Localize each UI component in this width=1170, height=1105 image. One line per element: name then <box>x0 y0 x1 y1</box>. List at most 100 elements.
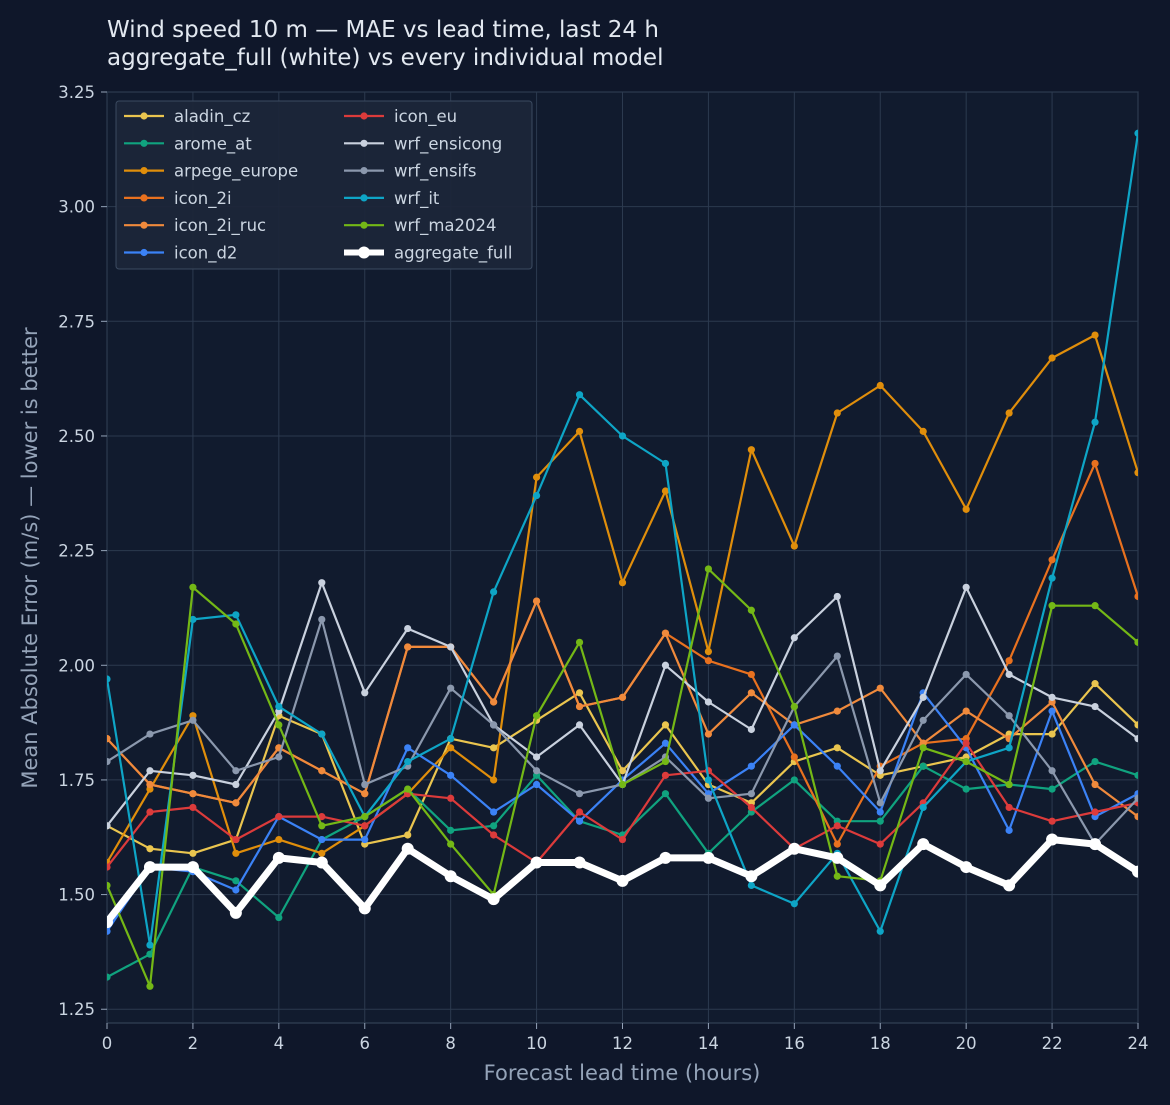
y-tick-label: 2.25 <box>58 542 95 561</box>
data-point <box>107 916 113 929</box>
data-point <box>704 730 713 738</box>
data-point <box>618 780 627 789</box>
data-point <box>661 721 670 729</box>
data-point <box>444 870 457 883</box>
data-point <box>404 744 412 752</box>
data-point <box>618 693 627 701</box>
chart-subtitle: aggregate_full (white) vs every individu… <box>107 45 664 71</box>
data-point <box>661 661 670 669</box>
data-point <box>232 780 240 789</box>
data-point <box>790 776 798 784</box>
data-point <box>1134 794 1138 802</box>
data-point <box>833 707 841 715</box>
y-tick-label: 1.50 <box>58 886 95 905</box>
y-tick-label: 3.25 <box>58 83 95 102</box>
data-point <box>618 767 627 775</box>
legend-swatch-marker <box>360 194 368 202</box>
data-point <box>490 698 498 706</box>
x-tick-label: 10 <box>526 1034 547 1053</box>
legend-swatch-marker <box>360 167 368 175</box>
x-tick-label: 18 <box>870 1034 891 1053</box>
data-point <box>361 790 369 798</box>
data-point <box>361 780 369 789</box>
data-point <box>232 886 240 894</box>
legend-swatch-marker <box>140 221 148 229</box>
data-point <box>1091 602 1099 610</box>
data-point <box>876 817 884 825</box>
legend: aladin_czarome_atarpege_europeicon_2iico… <box>115 100 533 270</box>
data-point <box>833 872 841 880</box>
y-axis-label: Mean Absolute Error (m/s) — lower is bet… <box>18 327 42 789</box>
data-point <box>404 785 412 793</box>
legend-item: arpege_europe <box>124 162 298 182</box>
series-aggregate-full <box>107 833 1138 929</box>
data-point <box>146 808 154 816</box>
data-point <box>919 762 927 770</box>
data-point <box>876 799 884 807</box>
data-point <box>747 670 755 679</box>
data-point <box>107 757 111 766</box>
legend-label: icon_d2 <box>174 244 237 264</box>
data-point <box>146 941 154 949</box>
data-point <box>1091 418 1099 426</box>
data-point <box>1132 865 1138 878</box>
data-point <box>790 721 798 729</box>
data-point <box>747 689 755 697</box>
data-point <box>876 381 884 390</box>
chart-title-block: Wind speed 10 m — MAE vs lead time, last… <box>107 16 663 72</box>
data-point <box>532 491 541 500</box>
x-tick-label: 24 <box>1128 1034 1149 1053</box>
data-point <box>747 881 755 890</box>
data-point <box>919 716 927 724</box>
data-point <box>189 803 197 812</box>
data-point <box>315 856 328 869</box>
x-tick-label: 6 <box>360 1034 371 1053</box>
data-point <box>962 583 970 591</box>
x-tick-label: 22 <box>1042 1034 1063 1053</box>
data-point <box>1048 707 1056 715</box>
data-point <box>490 822 498 830</box>
data-point <box>575 427 584 435</box>
data-point <box>229 906 242 919</box>
data-point <box>833 652 841 660</box>
data-point <box>833 762 841 770</box>
data-point <box>1003 879 1016 892</box>
x-axis-label: Forecast lead time (hours) <box>484 1061 761 1085</box>
data-point <box>532 473 541 481</box>
legend-label: wrf_ensifs <box>394 162 477 182</box>
legend-swatch-marker <box>360 221 368 229</box>
data-point <box>704 794 713 802</box>
x-tick-label: 0 <box>102 1034 113 1053</box>
data-point <box>318 615 326 624</box>
legend-swatch-marker <box>140 167 148 175</box>
data-point <box>704 657 713 665</box>
chart-title: Wind speed 10 m — MAE vs lead time, last… <box>107 17 659 43</box>
data-point <box>790 542 798 550</box>
data-point <box>447 735 455 743</box>
data-point <box>530 856 543 869</box>
data-point <box>747 446 755 454</box>
data-point <box>747 790 755 798</box>
data-point <box>361 822 369 830</box>
data-point <box>876 808 884 816</box>
data-point <box>275 753 283 761</box>
legend-item: icon_2i_ruc <box>124 216 266 236</box>
data-point <box>919 744 927 752</box>
data-point <box>275 913 283 922</box>
data-point <box>1134 771 1138 779</box>
data-point <box>573 856 586 869</box>
data-point <box>318 730 326 738</box>
data-point <box>704 565 713 573</box>
legend-item: wrf_ensifs <box>344 162 477 182</box>
data-point <box>107 863 111 871</box>
legend-item: wrf_ma2024 <box>344 216 497 236</box>
data-point <box>661 771 670 779</box>
data-point <box>575 702 584 711</box>
data-point <box>401 842 414 855</box>
data-point <box>616 874 629 887</box>
data-point <box>272 851 285 864</box>
data-point <box>318 579 326 587</box>
data-point <box>107 927 111 935</box>
data-point <box>490 808 498 816</box>
data-point <box>1005 826 1013 834</box>
